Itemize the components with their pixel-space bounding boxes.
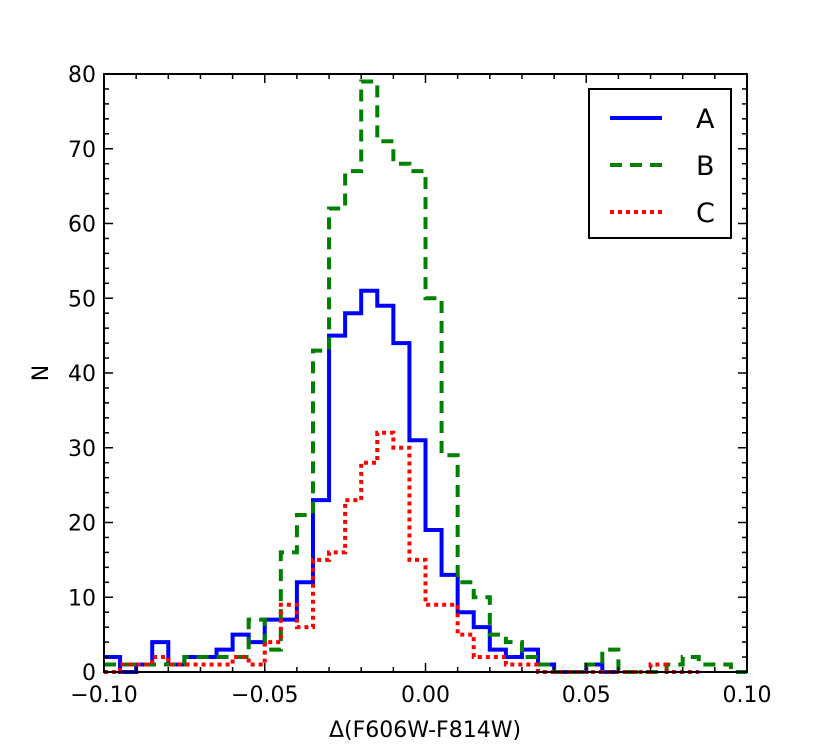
y-tick-label: 50: [68, 287, 96, 312]
x-tick-label: 0.00: [401, 683, 450, 708]
x-axis-label: Δ(F606W-F814W): [329, 718, 521, 743]
x-tick-label: 0.05: [562, 683, 611, 708]
legend: A B C: [588, 88, 732, 239]
legend-label-c: C: [696, 198, 715, 229]
y-axis-label: N: [29, 365, 54, 381]
ticks-layer: −0.10 −0.05 0.00 0.05 0.10 0 10 20 30 40 50 60 70 80: [68, 63, 771, 708]
x-tick-label: −0.10: [70, 683, 137, 708]
legend-label-a: A: [696, 104, 715, 135]
legend-label-b: B: [696, 151, 715, 182]
y-tick-label: 20: [68, 512, 96, 537]
y-tick-label: 10: [68, 586, 96, 611]
x-tick-label: −0.05: [231, 683, 298, 708]
y-tick-label: 60: [68, 213, 96, 238]
y-tick-label: 30: [68, 437, 96, 462]
y-tick-label: 40: [68, 362, 96, 387]
x-tick-label: 0.10: [723, 683, 772, 708]
plot-frame: [103, 73, 748, 673]
y-tick-label: 80: [68, 63, 96, 88]
y-tick-label: 70: [68, 138, 96, 163]
y-tick-label: 0: [82, 661, 96, 686]
series-line-c: [104, 430, 699, 674]
